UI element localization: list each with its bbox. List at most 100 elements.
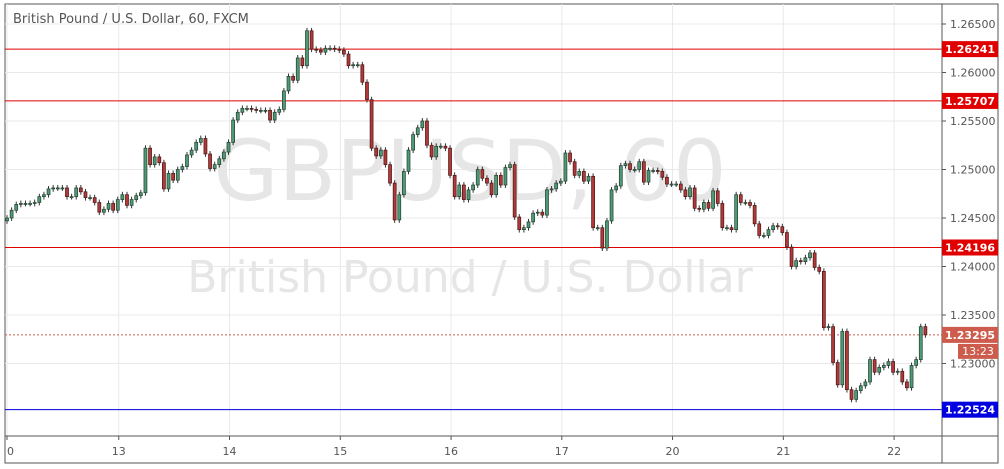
price-level-label: 1.24196 (945, 241, 995, 254)
candle-down (342, 49, 346, 55)
y-tick-label: 1.23500 (950, 309, 996, 322)
current-price-badge (942, 326, 998, 343)
candle-up (669, 183, 674, 186)
candle-up (554, 182, 559, 190)
candle-down (489, 182, 494, 196)
candle-down (891, 361, 895, 373)
candle-up (397, 194, 402, 221)
countdown-badge (958, 343, 998, 359)
candle-down (462, 184, 466, 200)
candle-down (748, 202, 752, 206)
candle-up (420, 120, 425, 129)
candle-down (655, 170, 660, 172)
candle-up (466, 189, 471, 200)
candle-up (328, 47, 332, 50)
price-axis[interactable]: 1.26500 1.26000 1.25500 1.25000 1.24500 1.240… (942, 18, 996, 371)
y-tick-label: 1.25500 (950, 115, 996, 128)
candle-down (817, 267, 822, 272)
candle-up (614, 185, 619, 191)
candle-up (231, 119, 235, 143)
candle-down (383, 149, 388, 166)
candle-up (406, 149, 411, 172)
candle-down (111, 203, 115, 211)
candle-up (217, 158, 222, 166)
candle-up (868, 359, 872, 383)
candle-down (845, 331, 849, 391)
candle-down (162, 162, 166, 190)
candle-down (369, 99, 374, 149)
candle-up (840, 331, 845, 386)
candle-down (572, 161, 577, 176)
candle-up (863, 381, 868, 387)
candle-down (540, 211, 545, 216)
candle-up (295, 57, 300, 81)
y-tick-label: 1.25000 (950, 164, 996, 177)
candle-down (148, 147, 152, 166)
price-levels (5, 48, 942, 411)
candle-down (346, 53, 351, 67)
candle-down (849, 389, 854, 400)
time-axis[interactable]: 0 13 14 15 16 17 20 21 22 (6, 436, 901, 458)
candle-up (595, 227, 600, 230)
candle-up (378, 149, 383, 157)
candle-down (452, 174, 457, 198)
candle-up (194, 141, 199, 151)
candle-up (646, 170, 651, 183)
candle-up (198, 138, 203, 143)
candle-down (785, 232, 789, 248)
grid (5, 4, 942, 436)
candle-up (688, 187, 692, 198)
candle-down (485, 177, 489, 184)
price-level-badge (942, 41, 998, 58)
candle-down (780, 226, 785, 233)
candle-up (5, 217, 9, 222)
candle-down (374, 147, 379, 157)
chart-title: British Pound / U.S. Dollar, 60, FXCM (13, 12, 249, 27)
candle-down (757, 223, 762, 236)
candle-up (120, 194, 125, 200)
candle-up (28, 203, 32, 205)
candle-up (185, 154, 189, 167)
candle-up (762, 235, 766, 237)
candle-down (448, 147, 452, 176)
candle-up (115, 199, 120, 211)
price-level-badge (942, 401, 998, 418)
candle-up (102, 208, 106, 213)
x-tick-label: 13 (112, 445, 126, 458)
candle-up (277, 109, 282, 113)
candle-up (74, 187, 79, 198)
candle-up (415, 127, 420, 135)
candle-down (720, 203, 725, 229)
watermark-symbol: GBPUSD, 60 (213, 122, 726, 220)
candle-down (517, 216, 522, 230)
candle-up (651, 170, 655, 172)
candle-up (586, 175, 591, 182)
x-tick-label: 17 (555, 445, 569, 458)
y-tick-label: 1.23000 (950, 358, 996, 371)
candle-up (637, 161, 642, 170)
candle-up (577, 171, 582, 176)
candle-down (665, 176, 669, 185)
candle-up (609, 189, 614, 222)
candle-up (803, 257, 808, 262)
candle-down (254, 109, 259, 111)
candle-down (443, 145, 448, 149)
candle-down (872, 359, 877, 373)
x-tick-label: 20 (666, 445, 680, 458)
candle-down (203, 138, 208, 155)
candle-down (568, 152, 572, 163)
y-tick-label: 1.24000 (950, 261, 996, 274)
candle-up (545, 189, 549, 216)
candle-down (692, 187, 697, 209)
candle-down (822, 271, 826, 328)
candle-down (157, 156, 162, 164)
candle-up (503, 167, 508, 186)
price-level-badge (942, 239, 998, 256)
candle-up (632, 169, 637, 171)
candle-down (905, 381, 909, 389)
candle-down (498, 174, 503, 186)
candle-up (129, 199, 134, 206)
candle-up (166, 173, 171, 190)
candle-up (42, 194, 46, 198)
